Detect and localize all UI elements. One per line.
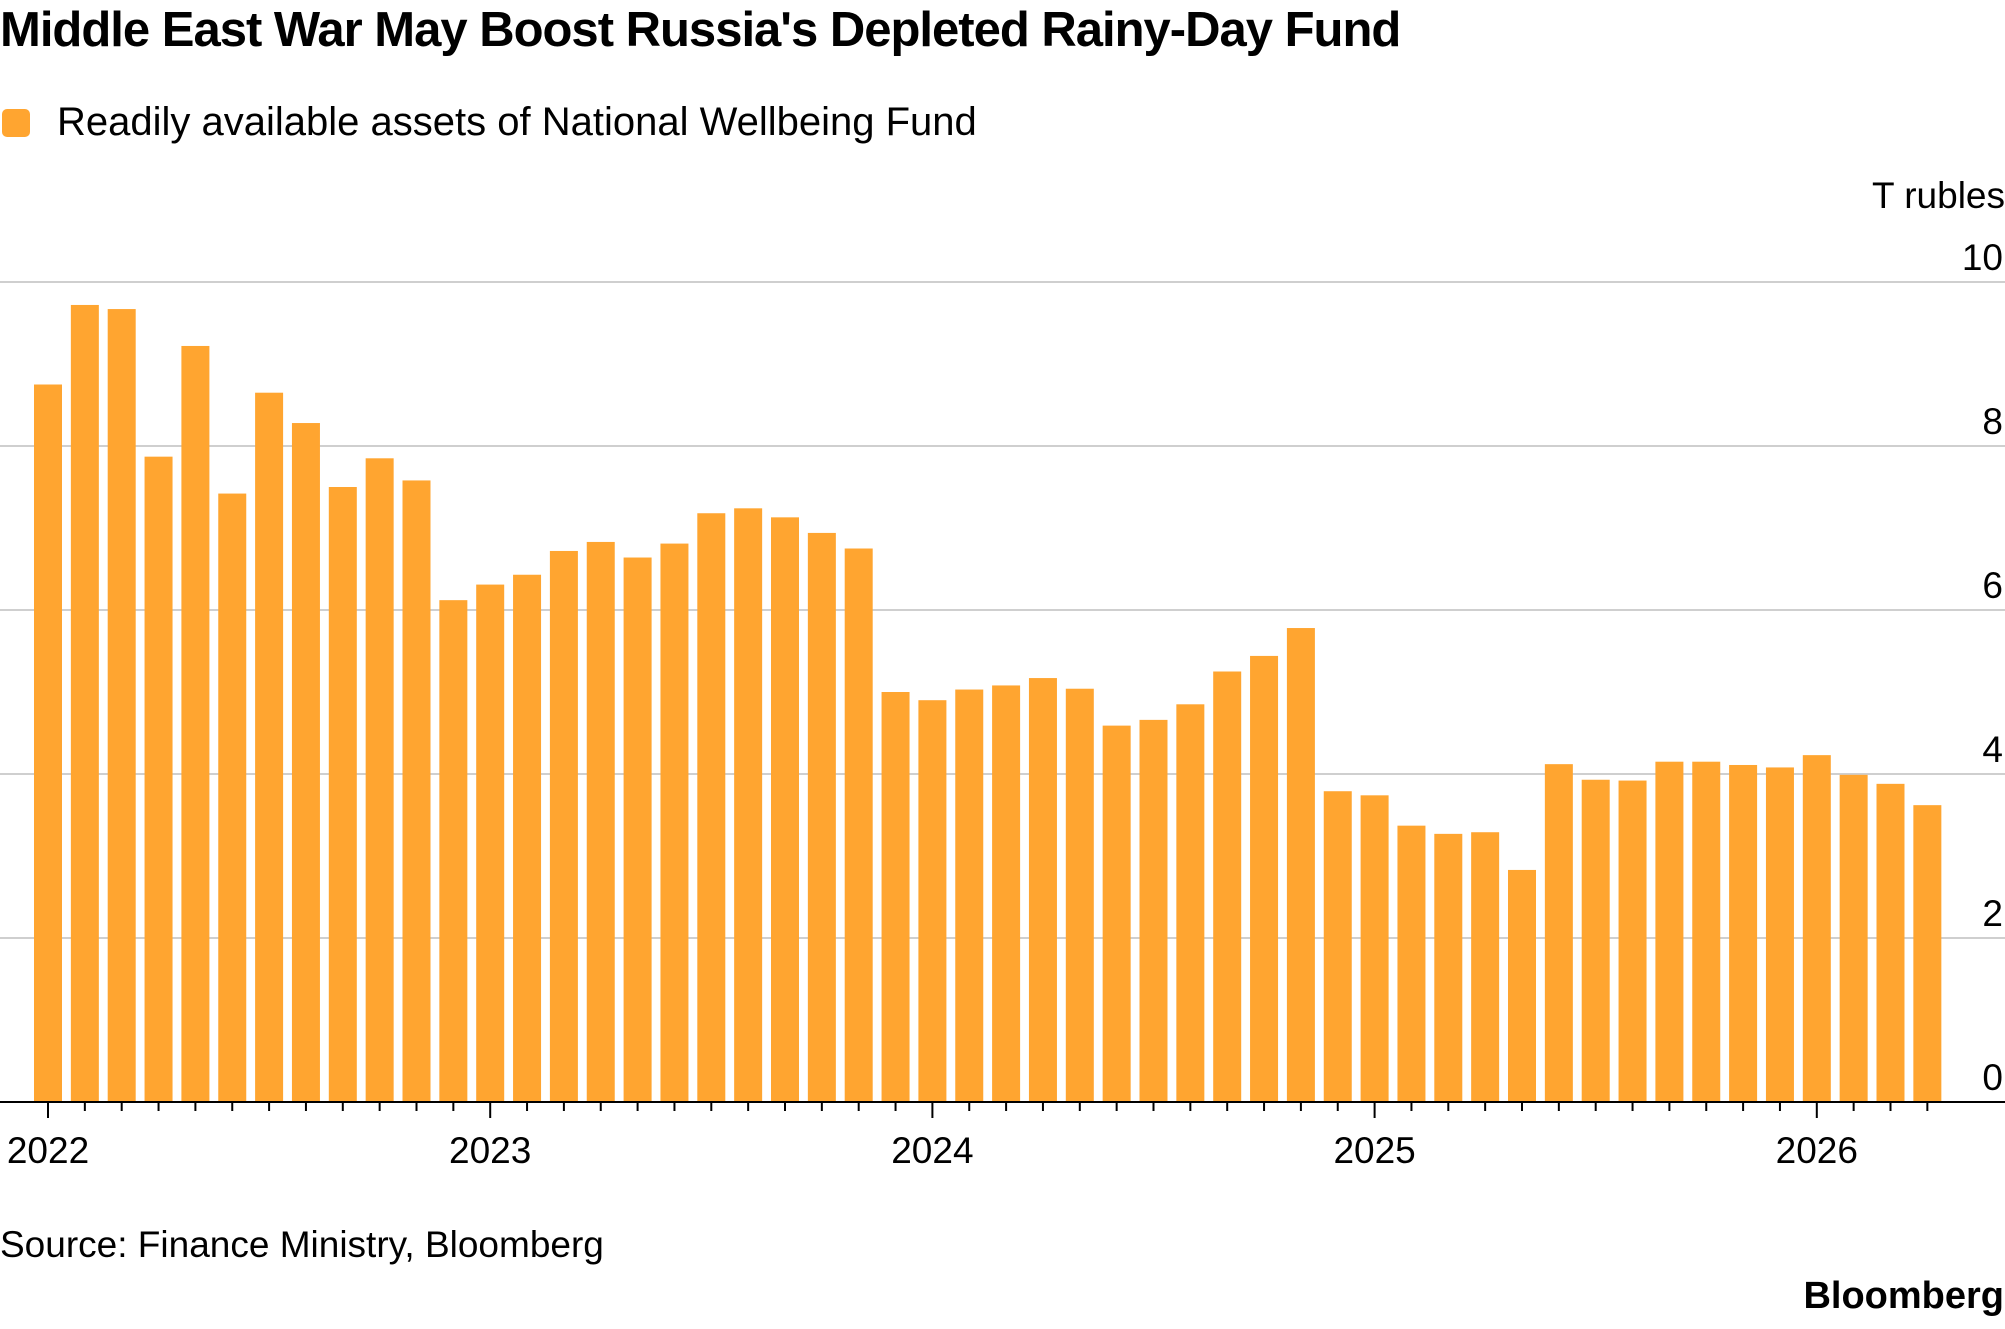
bar [660,543,689,1102]
bloomberg-logo: Bloomberg [1803,1275,2004,1317]
bar [1139,719,1168,1102]
bar [918,700,947,1102]
bar [771,517,799,1102]
bar [1544,764,1573,1102]
bar [1913,805,1942,1102]
bar [1692,761,1721,1102]
bar [255,392,284,1102]
x-tick-label: 2026 [1776,1130,1858,1171]
bar [881,692,910,1102]
bar [1765,767,1794,1102]
bar [734,508,763,1102]
y-tick-label: 6 [1982,565,2003,606]
source-note: Source: Finance Ministry, Bloomberg [0,1224,604,1265]
bar [1028,678,1057,1102]
bar [1655,761,1684,1102]
y-tick-label: 4 [1982,729,2003,770]
bar [992,685,1021,1102]
y-tick-label: 8 [1982,401,2003,442]
bar [1176,704,1205,1102]
bar [955,689,984,1102]
x-tick-label: 2024 [891,1130,973,1171]
x-tick-label: 2023 [449,1130,531,1171]
y-tick-label: 2 [1982,893,2003,934]
bar [70,304,99,1103]
bar [1876,783,1905,1102]
bar [1213,671,1242,1102]
bar [1729,764,1758,1102]
bar [328,487,357,1102]
bar [1581,779,1610,1102]
x-tick-label: 2025 [1333,1130,1415,1171]
bar [513,574,542,1102]
x-tick-label: 2022 [7,1130,89,1171]
bar [1471,832,1500,1102]
bar [1434,833,1463,1102]
chart-title: Middle East War May Boost Russia's Deple… [0,3,1401,57]
bar [1065,688,1094,1102]
bar [107,309,136,1102]
y-tick-label: 0 [1982,1057,2003,1098]
bar [586,541,615,1102]
legend: Readily available assets of National Wel… [2,100,977,145]
legend-label: Readily available assets of National Wel… [57,100,977,144]
bar [34,384,62,1102]
bar [218,493,247,1102]
bar [476,584,505,1102]
bar [844,548,873,1102]
legend-swatch [2,108,30,137]
bar [144,456,173,1102]
bar [402,480,431,1102]
bar [1250,655,1279,1102]
bar [1286,628,1315,1102]
bar [1397,825,1426,1102]
bar [697,513,726,1102]
bar [1618,780,1647,1102]
bar [365,458,394,1102]
bar [1802,755,1831,1102]
bar [1360,795,1389,1102]
bar [1102,725,1131,1102]
bar [807,532,836,1102]
bar [181,345,210,1103]
bar [439,600,468,1102]
bar [1323,791,1352,1102]
bar [549,550,578,1102]
bar [291,423,320,1102]
y-tick-label: 10 [1962,237,2003,278]
bar [1839,774,1868,1102]
bar [623,557,652,1102]
y-axis-unit-label: T rubles [1872,175,2005,216]
bar [1508,869,1536,1102]
